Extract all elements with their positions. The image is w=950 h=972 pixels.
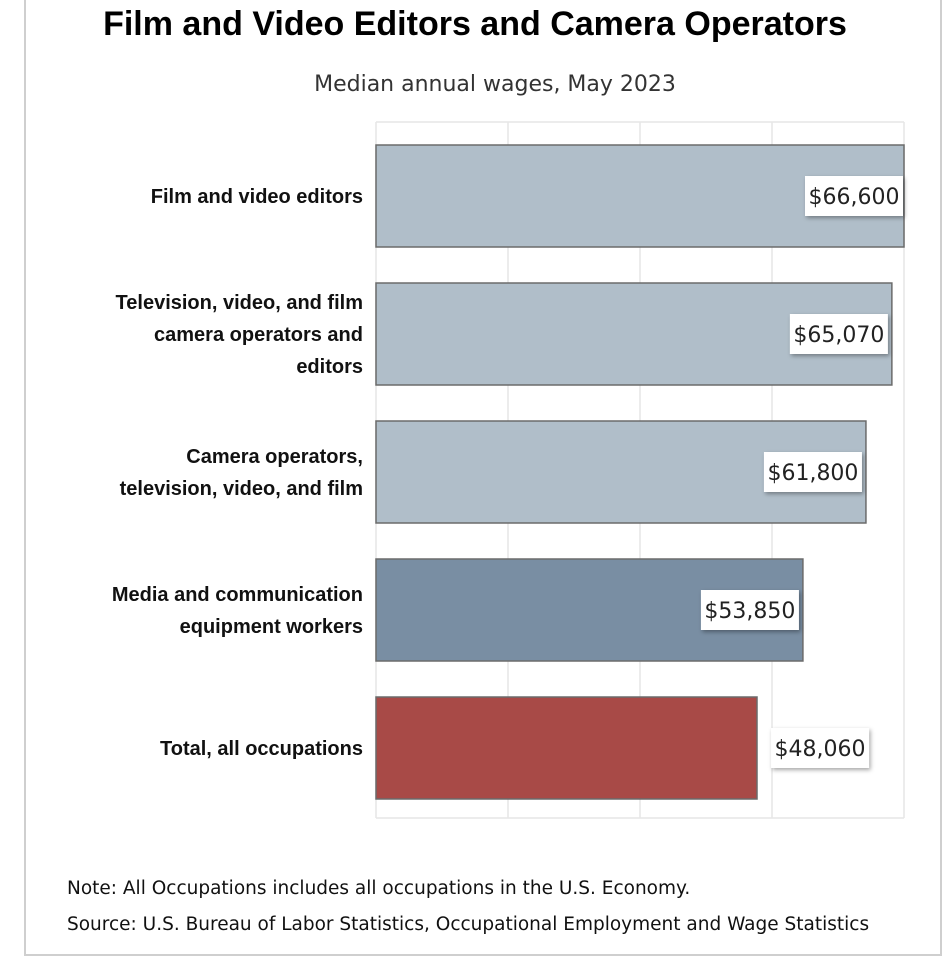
category-label: Total, all occupations xyxy=(160,738,363,760)
chart-title: Film and Video Editors and Camera Operat… xyxy=(103,5,847,43)
bar-5 xyxy=(375,696,758,800)
value-label-box xyxy=(763,452,862,492)
value-label: $65,070 xyxy=(793,323,884,348)
category-label: editors xyxy=(296,356,363,378)
chart-note: Note: All Occupations includes all occup… xyxy=(67,878,691,899)
chart-source: Source: U.S. Bureau of Labor Statistics,… xyxy=(67,914,870,935)
value-label: $53,850 xyxy=(704,599,795,624)
category-label: Television, video, and film xyxy=(116,292,363,314)
value-label: $48,060 xyxy=(775,737,866,762)
category-label: camera operators and xyxy=(154,324,363,346)
value-label: $66,600 xyxy=(809,185,900,210)
value-label-box xyxy=(789,314,888,354)
value-label-box xyxy=(771,728,870,768)
category-label: Film and video editors xyxy=(151,186,363,208)
category-label: Camera operators, xyxy=(186,446,363,468)
value-label-box xyxy=(700,590,799,630)
category-label: equipment workers xyxy=(180,616,363,638)
chart-subtitle: Median annual wages, May 2023 xyxy=(314,72,676,97)
value-label-box xyxy=(805,176,903,216)
category-label: television, video, and film xyxy=(120,478,363,500)
value-label: $61,800 xyxy=(767,461,858,486)
category-label: Media and communication xyxy=(112,584,363,606)
